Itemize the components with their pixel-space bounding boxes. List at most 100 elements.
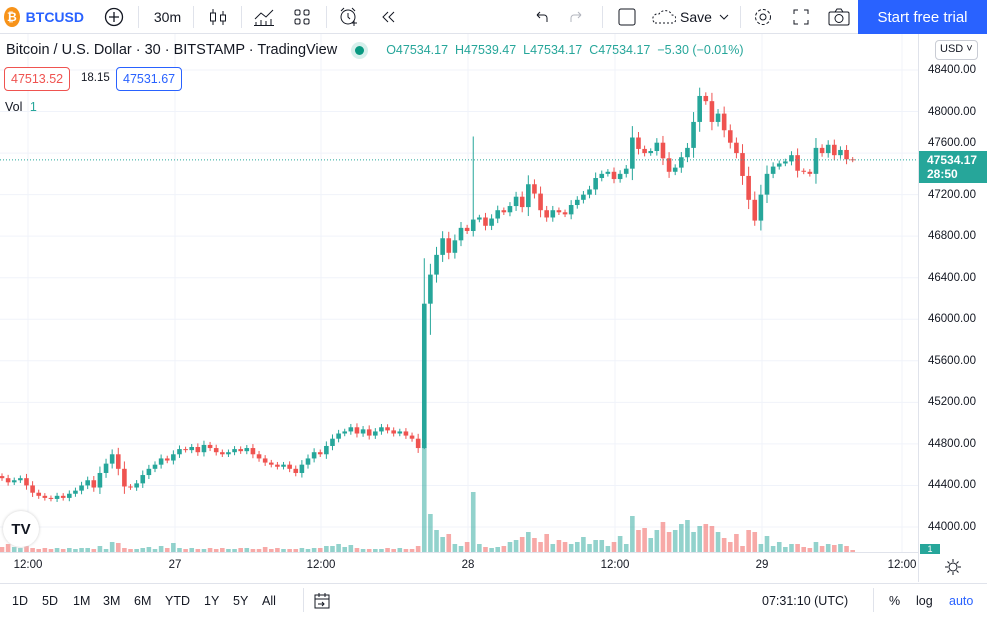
volume-bar bbox=[850, 550, 855, 552]
sell-price-button[interactable]: 47513.52 bbox=[4, 67, 71, 91]
volume-bar bbox=[507, 542, 513, 552]
candle-body bbox=[128, 486, 133, 488]
range-button-1m[interactable]: 1M bbox=[73, 594, 91, 608]
start-free-trial-button[interactable]: Start free trial bbox=[858, 0, 987, 34]
log-scale-toggle[interactable]: log bbox=[916, 594, 933, 608]
select-layout-checkbox[interactable] bbox=[614, 0, 640, 33]
candle-body bbox=[18, 478, 23, 481]
symbol-search-button[interactable]: ₿ BTCUSD bbox=[4, 0, 84, 33]
volume-bar bbox=[483, 547, 488, 552]
volume-bar bbox=[776, 542, 782, 552]
time-tick: 28 bbox=[461, 559, 475, 571]
candle-body bbox=[226, 452, 231, 455]
range-button-3m[interactable]: 3M bbox=[103, 594, 121, 608]
volume-bar bbox=[201, 549, 207, 552]
candle-body bbox=[397, 431, 403, 434]
price-tick: 45200.00 bbox=[928, 396, 976, 409]
candle-body bbox=[317, 452, 323, 455]
save-button[interactable]: Save bbox=[650, 0, 712, 33]
candle-body bbox=[299, 464, 305, 473]
volume-bar bbox=[103, 549, 109, 552]
market-status-dot bbox=[355, 45, 365, 55]
candle-body bbox=[819, 147, 825, 154]
volume-bar bbox=[538, 542, 543, 552]
save-label: Save bbox=[680, 8, 712, 25]
volume-bar bbox=[109, 542, 115, 552]
utc-clock[interactable]: 07:31:10 (UTC) bbox=[762, 594, 849, 608]
candle-body bbox=[250, 448, 256, 455]
bottom-toolbar: 1D 5D 1M 3M 6M YTD 1Y 5Y All 07:31:10 (UTC) % lo… bbox=[0, 583, 987, 619]
candle-body bbox=[275, 464, 280, 467]
fullscreen-icon[interactable] bbox=[788, 0, 814, 33]
candle-body bbox=[477, 217, 482, 220]
volume-bar bbox=[73, 549, 78, 552]
settings-gear-icon[interactable] bbox=[750, 0, 776, 33]
volume-bar bbox=[501, 546, 507, 552]
volume-bar bbox=[85, 548, 90, 552]
volume-bar bbox=[599, 540, 605, 552]
candle-body bbox=[501, 210, 507, 213]
volume-bar bbox=[115, 543, 121, 552]
save-dropdown-chevron-icon[interactable] bbox=[716, 0, 732, 33]
volume-bar bbox=[5, 544, 11, 552]
volume-bar bbox=[91, 549, 97, 552]
volume-bar bbox=[544, 534, 549, 552]
volume-bar bbox=[122, 548, 127, 552]
range-button-ytd[interactable]: YTD bbox=[165, 594, 190, 608]
range-button-5y[interactable]: 5Y bbox=[233, 594, 249, 608]
candle-body bbox=[48, 497, 54, 499]
snapshot-camera-icon[interactable] bbox=[825, 0, 853, 33]
price-tick: 47200.00 bbox=[928, 188, 976, 201]
time-axis[interactable] bbox=[0, 552, 918, 582]
candle-body bbox=[201, 444, 207, 453]
candle-body bbox=[354, 427, 360, 434]
candle-body bbox=[752, 199, 758, 221]
volume-bar bbox=[654, 530, 660, 552]
undo-icon[interactable] bbox=[530, 0, 552, 33]
symbol-title: Bitcoin / U.S. Dollar · 30 · BITSTAMP · … bbox=[6, 42, 338, 58]
volume-bar bbox=[709, 526, 715, 552]
candle-body bbox=[544, 210, 549, 218]
candle-body bbox=[568, 205, 574, 215]
candle-body bbox=[844, 149, 849, 160]
candle-body bbox=[740, 153, 745, 176]
candle-body bbox=[409, 435, 415, 439]
volume-bar bbox=[67, 548, 72, 552]
compare-add-icon[interactable] bbox=[100, 0, 128, 33]
range-button-all[interactable]: All bbox=[262, 594, 276, 608]
time-axis-settings-icon[interactable] bbox=[944, 558, 962, 581]
range-button-6m[interactable]: 6M bbox=[134, 594, 152, 608]
range-button-1d[interactable]: 1D bbox=[12, 594, 28, 608]
candle-body bbox=[770, 166, 776, 174]
candle-body bbox=[183, 449, 188, 451]
goto-date-calendar-icon[interactable] bbox=[313, 592, 331, 615]
alert-icon[interactable] bbox=[334, 0, 364, 33]
volume-bar bbox=[740, 546, 745, 552]
volume-bar bbox=[703, 524, 709, 552]
volume-bar bbox=[611, 542, 617, 552]
candle-body bbox=[507, 206, 513, 213]
range-button-5d[interactable]: 5D bbox=[42, 594, 58, 608]
price-chart[interactable] bbox=[0, 34, 918, 582]
range-button-1y[interactable]: 1Y bbox=[204, 594, 220, 608]
price-axis[interactable]: USD ˅ bbox=[918, 34, 987, 582]
replay-icon[interactable] bbox=[376, 0, 400, 33]
candle-body bbox=[36, 492, 42, 496]
volume-bar bbox=[42, 548, 48, 552]
percent-scale-toggle[interactable]: % bbox=[889, 594, 901, 608]
layouts-icon[interactable] bbox=[288, 0, 316, 33]
volume-bar bbox=[60, 549, 66, 552]
currency-select[interactable]: USD ˅ bbox=[935, 40, 978, 60]
volume-bar bbox=[97, 546, 103, 552]
buy-price-button[interactable]: 47531.67 bbox=[116, 67, 183, 91]
auto-scale-toggle[interactable]: auto bbox=[949, 594, 974, 608]
candles-icon[interactable] bbox=[204, 0, 232, 33]
volume-bar bbox=[605, 546, 611, 552]
candle-body bbox=[550, 210, 556, 218]
indicators-icon[interactable] bbox=[250, 0, 278, 33]
interval-button[interactable]: 30m bbox=[153, 8, 182, 25]
time-tick: 27 bbox=[168, 559, 182, 571]
candle-body bbox=[666, 158, 672, 172]
candle-body bbox=[373, 431, 378, 436]
redo-icon[interactable] bbox=[566, 0, 588, 33]
